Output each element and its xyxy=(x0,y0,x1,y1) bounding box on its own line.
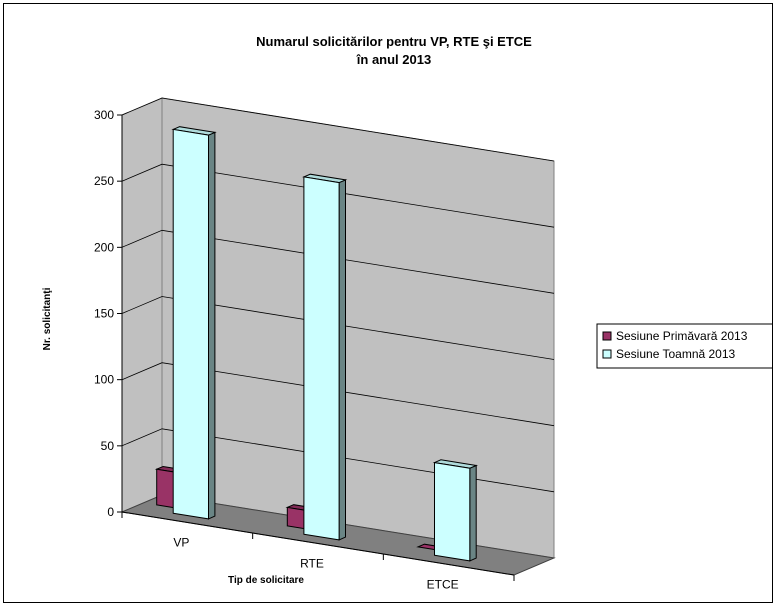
gridline xyxy=(121,97,555,162)
y-tick-label: 0 xyxy=(107,505,114,519)
bar-front xyxy=(303,176,340,541)
legend-swatch xyxy=(602,349,612,359)
gridline xyxy=(121,362,555,427)
plot-area: 0 50 100 150 200 250 300 VP RTE ETCE xyxy=(94,97,556,592)
gridline xyxy=(121,296,555,360)
bar-side xyxy=(469,464,477,562)
y-tick-label: 150 xyxy=(94,307,114,321)
x-axis-title: Tip de solicitare xyxy=(228,575,304,586)
gridline xyxy=(121,163,555,228)
bar-side xyxy=(208,131,216,520)
bar-rte-series-2 xyxy=(302,173,348,541)
x-tick-label: RTE xyxy=(300,557,324,571)
chart-title-line-1: Numarul solicitărilor pentru VP, RTE şi … xyxy=(256,34,532,49)
legend-label: Sesiune Toamnă 2013 xyxy=(616,347,736,361)
bar-chart: Numarul solicitărilor pentru VP, RTE şi … xyxy=(42,34,772,592)
bar-front xyxy=(172,128,209,520)
gridline xyxy=(121,428,555,493)
y-axis-title: Nr. solicitanţi xyxy=(42,287,53,350)
x-tick-label: ETCE xyxy=(427,578,459,592)
chart-title-line-2: în anul 2013 xyxy=(356,52,431,67)
bar-etce-series-2 xyxy=(432,459,478,562)
y-tick-label: 50 xyxy=(101,439,115,453)
legend-swatch xyxy=(602,331,612,341)
y-tick-label: 100 xyxy=(94,373,114,387)
bar-vp-series-2 xyxy=(171,126,217,520)
legend-label: Sesiune Primăvară 2013 xyxy=(616,329,748,343)
bar-side xyxy=(338,179,346,541)
x-tick-label: VP xyxy=(173,536,189,550)
y-tick-label: 250 xyxy=(94,174,114,188)
legend-box xyxy=(596,323,772,369)
bar-front xyxy=(434,462,471,562)
y-tick-label: 200 xyxy=(94,240,114,254)
x-axis-line xyxy=(121,511,515,576)
chart-frame: Numarul solicitărilor pentru VP, RTE şi … xyxy=(3,3,773,603)
y-tick-label: 300 xyxy=(94,108,114,122)
gridline xyxy=(121,229,555,294)
legend: Sesiune Primăvară 2013 Sesiune Toamnă 201… xyxy=(596,323,772,369)
